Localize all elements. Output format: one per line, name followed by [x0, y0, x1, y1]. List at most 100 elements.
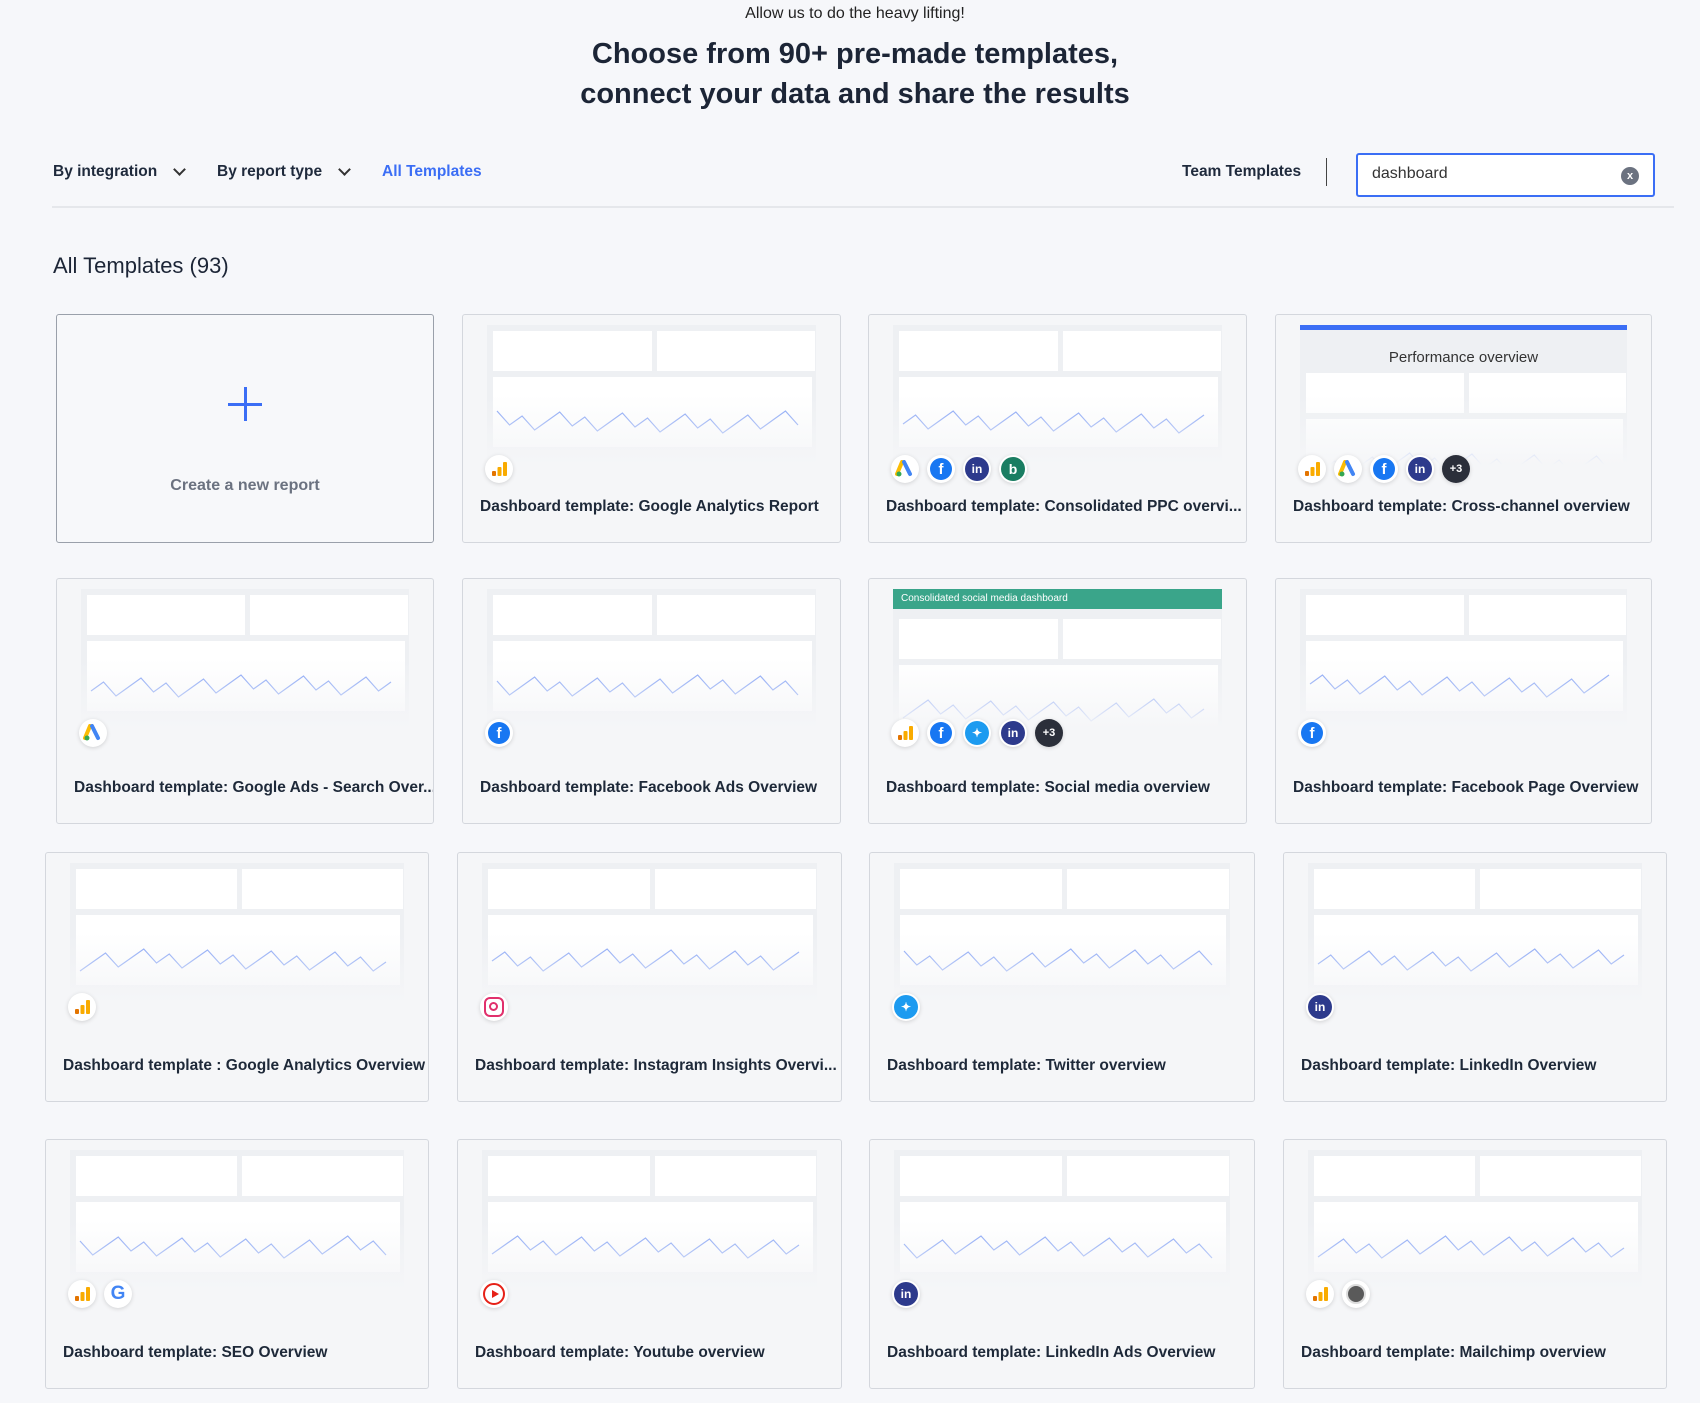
- search-input[interactable]: [1372, 165, 1612, 183]
- integration-icons: [68, 993, 96, 1021]
- preview-panel: [493, 595, 652, 635]
- preview-panel: [87, 595, 246, 635]
- template-card[interactable]: Dashboard template : Google Analytics Ov…: [45, 852, 429, 1102]
- mailchimp-icon: [1342, 1280, 1370, 1308]
- template-preview-image: [1308, 863, 1642, 1003]
- by-integration-dropdown[interactable]: By integration: [53, 163, 187, 181]
- clear-search-icon[interactable]: x: [1621, 167, 1639, 185]
- template-preview-image: Performance overview: [1300, 325, 1627, 465]
- linkedin-icon: in: [892, 1280, 920, 1308]
- google-analytics-icon: [1298, 455, 1326, 483]
- preview-panel: [250, 595, 409, 635]
- integration-icons: f: [485, 719, 513, 747]
- integration-icons: [1306, 1280, 1370, 1308]
- google-analytics-icon: [1306, 1280, 1334, 1308]
- integration-icons: in: [1306, 993, 1334, 1021]
- template-title: Dashboard template: Facebook Page Overvi…: [1293, 779, 1639, 796]
- chevron-down-icon: [338, 163, 351, 176]
- instagram-icon: [480, 993, 508, 1021]
- preview-panel: [1062, 331, 1222, 371]
- by-report-type-label: By report type: [217, 163, 323, 180]
- template-card[interactable]: f Dashboard template: Facebook Page Overv…: [1275, 578, 1652, 824]
- preview-panel: [1314, 869, 1476, 909]
- template-card[interactable]: ✦ Dashboard template: Twitter overview: [869, 852, 1255, 1102]
- preview-panel: [899, 619, 1058, 659]
- template-card[interactable]: Dashboard template: Google Analytics Rep…: [462, 314, 841, 543]
- plus-icon: [228, 387, 262, 421]
- integration-icons: [485, 455, 513, 483]
- template-card[interactable]: Dashboard template: Google Ads - Search …: [56, 578, 434, 824]
- google-analytics-icon: [68, 993, 96, 1021]
- preview-panel: [488, 869, 650, 909]
- team-templates-tab[interactable]: Team Templates: [1182, 163, 1302, 180]
- google-analytics-icon: [485, 455, 513, 483]
- template-card[interactable]: in Dashboard template: LinkedIn Ads Overv…: [869, 1139, 1255, 1389]
- integration-icons: [79, 719, 107, 747]
- preview-panel: [1314, 1156, 1476, 1196]
- preview-panel: [1062, 619, 1222, 659]
- integration-icons: G: [68, 1280, 132, 1308]
- preview-panel: [1067, 1156, 1230, 1196]
- by-integration-label: By integration: [53, 163, 158, 180]
- google-icon: G: [104, 1280, 132, 1308]
- template-card[interactable]: Dashboard template: Youtube overview: [457, 1139, 842, 1389]
- twitter-icon: ✦: [892, 993, 920, 1021]
- template-title: Dashboard template: Google Analytics Rep…: [480, 498, 819, 515]
- template-card[interactable]: in Dashboard template: LinkedIn Overview: [1283, 852, 1667, 1102]
- preview-banner: Consolidated social media dashboard: [893, 589, 1222, 609]
- template-preview-image: [894, 1150, 1230, 1290]
- google-ads-icon: [1334, 455, 1362, 483]
- create-report-label: Create a new report: [170, 477, 320, 494]
- template-card[interactable]: Dashboard template: Instagram Insights O…: [457, 852, 842, 1102]
- preview-panel: [1480, 869, 1642, 909]
- google-analytics-icon: [68, 1280, 96, 1308]
- linkedin-icon: in: [1306, 993, 1334, 1021]
- preview-panel: [900, 1156, 1063, 1196]
- headline-line-2: connect your data and share the results: [580, 78, 1130, 110]
- page-headline: Choose from 90+ pre-made templates, conn…: [0, 34, 1700, 114]
- preview-panel: [493, 331, 652, 371]
- template-title: Dashboard template: SEO Overview: [63, 1344, 328, 1361]
- facebook-icon: f: [1298, 719, 1326, 747]
- integration-icons: f in +3: [1298, 455, 1470, 483]
- preview-panel: [488, 1156, 650, 1196]
- by-report-type-dropdown[interactable]: By report type: [217, 163, 351, 181]
- template-preview-image: [81, 589, 409, 729]
- template-preview-image: [894, 863, 1230, 1003]
- template-title: Dashboard template: Consolidated PPC ove…: [886, 498, 1242, 515]
- template-card[interactable]: Dashboard template: Mailchimp overview: [1283, 1139, 1667, 1389]
- linkedin-icon: in: [1406, 455, 1434, 483]
- template-preview-image: [70, 1150, 404, 1290]
- preview-panel: [900, 869, 1063, 909]
- google-ads-icon: [891, 455, 919, 483]
- preview-panel: [1067, 869, 1230, 909]
- preview-panel: [1480, 1156, 1642, 1196]
- template-preview-image: [487, 325, 816, 465]
- preview-panel: [1468, 595, 1627, 635]
- template-card[interactable]: Consolidated social media dashboard f ✦ in +…: [868, 578, 1247, 824]
- template-card[interactable]: G Dashboard template: SEO Overview: [45, 1139, 429, 1389]
- template-card[interactable]: Performance overview f in +3 Dashboard templ…: [1275, 314, 1652, 543]
- template-preview-image: [1308, 1150, 1642, 1290]
- template-title: Dashboard template: Facebook Ads Overvie…: [480, 779, 818, 796]
- preview-panel: [656, 595, 816, 635]
- linkedin-icon: in: [963, 455, 991, 483]
- preview-panel: [242, 1156, 404, 1196]
- facebook-icon: f: [1370, 455, 1398, 483]
- all-templates-tab[interactable]: All Templates: [382, 163, 482, 180]
- preview-panel: [656, 331, 816, 371]
- preview-panel: [76, 869, 238, 909]
- template-title: Dashboard template : Google Analytics Ov…: [63, 1057, 426, 1074]
- integration-icons: f ✦ in +3: [891, 719, 1063, 747]
- search-box[interactable]: x: [1356, 153, 1655, 197]
- create-report-card[interactable]: Create a new report: [56, 314, 434, 543]
- integration-icons: [480, 993, 508, 1021]
- preview-panel: [1306, 595, 1464, 635]
- template-preview-image: [1300, 589, 1627, 729]
- integration-icons: f in b: [891, 455, 1027, 483]
- template-title: Dashboard template: Cross-channel overvi…: [1293, 498, 1630, 515]
- google-analytics-icon: [891, 719, 919, 747]
- more-icon: +3: [1035, 719, 1063, 747]
- template-card[interactable]: f in b Dashboard template: Consolidated PPC…: [868, 314, 1247, 543]
- template-card[interactable]: f Dashboard template: Facebook Ads Overvi…: [462, 578, 841, 824]
